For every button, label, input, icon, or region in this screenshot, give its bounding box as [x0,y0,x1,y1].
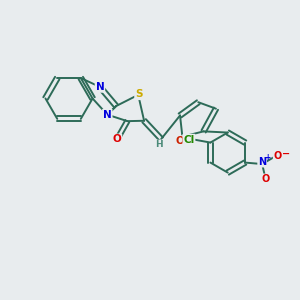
Text: −: − [282,149,290,159]
Text: H: H [155,140,163,149]
Text: +: + [264,153,270,162]
Text: Cl: Cl [183,135,194,145]
Text: O: O [262,174,270,184]
Text: N: N [258,157,266,167]
Text: O: O [274,151,282,161]
Text: O: O [112,134,122,144]
Text: S: S [135,89,142,99]
Text: N: N [103,110,112,120]
Text: N: N [96,82,104,92]
Text: O: O [175,136,184,146]
